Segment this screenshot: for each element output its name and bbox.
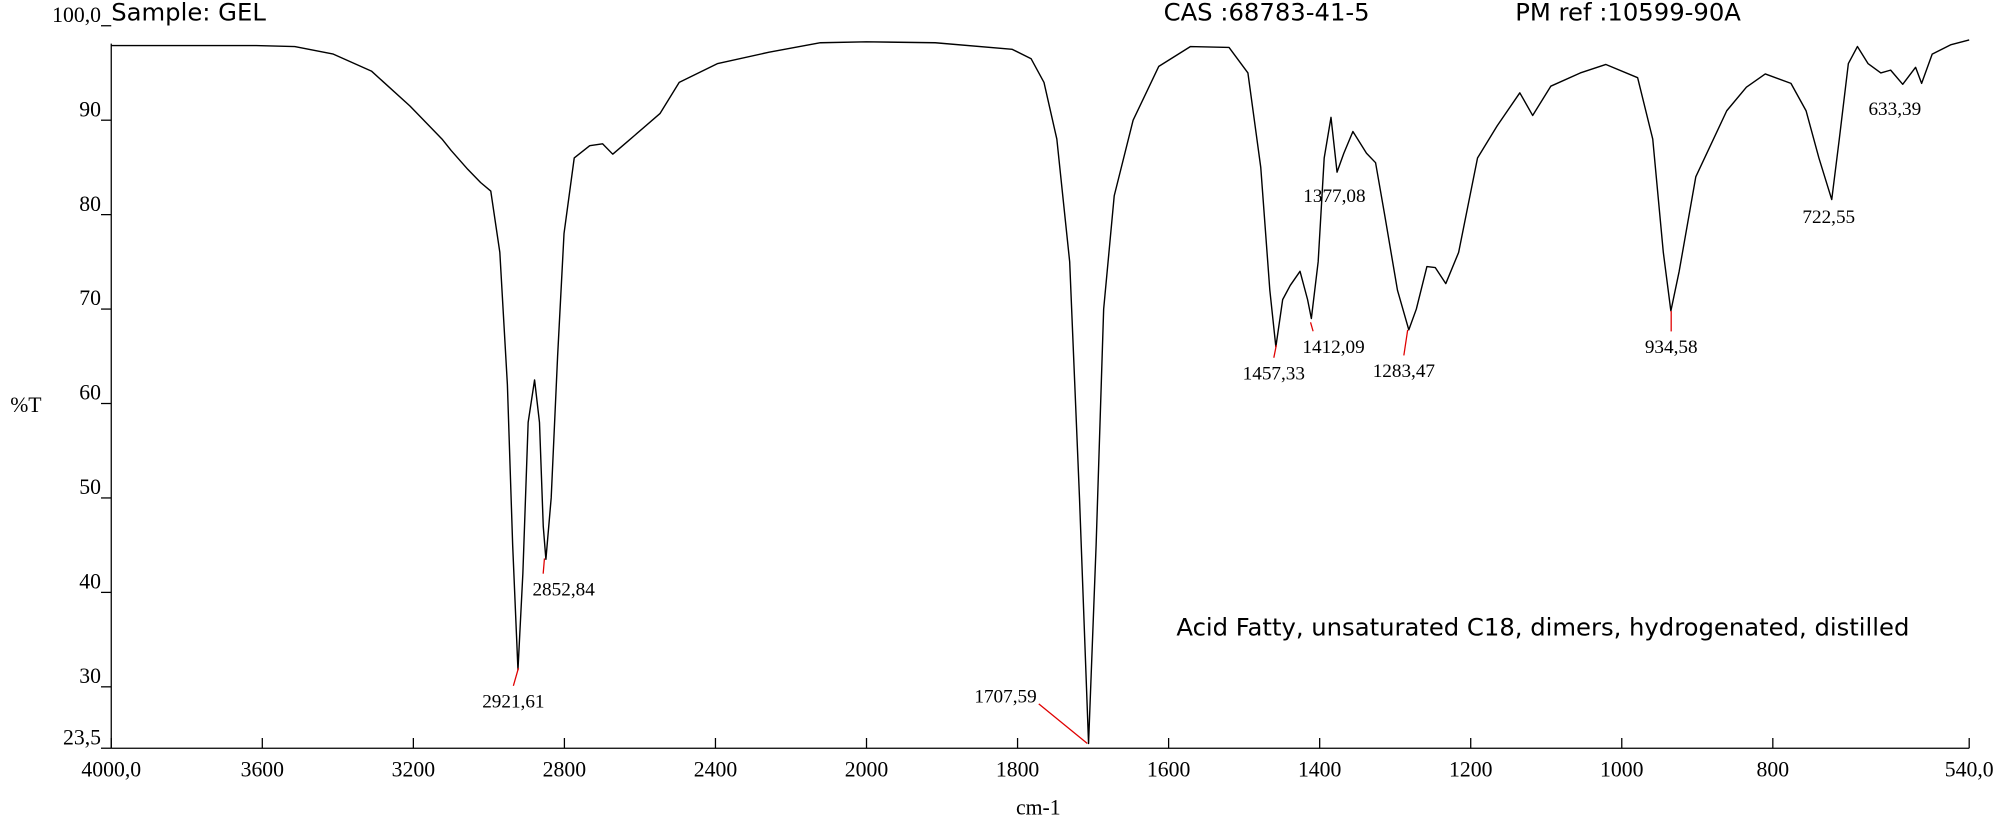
peak-label: 2921,61: [482, 692, 544, 713]
y-tick-label: 100,0: [52, 3, 101, 27]
sample-note: Acid Fatty, unsaturated C18, dimers, hyd…: [1176, 613, 1909, 642]
y-tick-label: 60: [79, 381, 101, 405]
peak-label: 2852,84: [532, 579, 595, 600]
y-axis-label: %T: [10, 393, 41, 417]
x-axis-label: cm-1: [1016, 796, 1061, 820]
x-tick-label: 2800: [543, 757, 587, 781]
reference: PM ref :10599-90A: [1515, 0, 1741, 27]
y-tick-label: 23,5: [63, 725, 101, 749]
peak-leader: [1273, 344, 1277, 358]
x-tick-label: 800: [1757, 757, 1790, 781]
cas-number: CAS :68783-41-5: [1164, 0, 1370, 27]
peak-label: 722,55: [1802, 207, 1855, 228]
chart-title: Sample: GEL: [111, 0, 266, 27]
peak-leader: [1403, 329, 1409, 356]
peak-label: 1283,47: [1373, 361, 1436, 382]
y-tick-label: 50: [79, 475, 101, 499]
peak-label: 633,39: [1868, 99, 1921, 120]
x-tick-label: 1200: [1449, 757, 1493, 781]
peak-leader: [1309, 322, 1314, 332]
x-tick-label: 1400: [1298, 757, 1342, 781]
x-tick-label: 540,0: [1945, 757, 1994, 781]
peak-label: 934,58: [1645, 337, 1698, 358]
x-tick-label: 1800: [996, 757, 1040, 781]
x-tick-label: 1600: [1147, 757, 1191, 781]
peak-label: 1707,59: [974, 687, 1036, 708]
peak-leader: [542, 558, 546, 574]
y-tick-label: 70: [79, 286, 101, 310]
peak-label: 1412,09: [1302, 337, 1364, 358]
x-tick-label: 1000: [1600, 757, 1644, 781]
x-tick-label: 2400: [694, 757, 738, 781]
y-tick-label: 80: [79, 192, 101, 216]
y-tick-label: 40: [79, 570, 101, 594]
peak-leader: [512, 667, 520, 687]
x-tick-label: 2000: [845, 757, 889, 781]
peak-label: 1377,08: [1303, 186, 1365, 207]
peak-label: 1457,33: [1243, 363, 1305, 384]
peak-leader: [1038, 703, 1088, 744]
x-tick-label: 3200: [392, 757, 436, 781]
y-tick-label: 90: [79, 97, 101, 121]
x-tick-label: 3600: [241, 757, 285, 781]
y-tick-label: 30: [79, 664, 101, 688]
x-tick-label: 4000,0: [81, 757, 141, 781]
